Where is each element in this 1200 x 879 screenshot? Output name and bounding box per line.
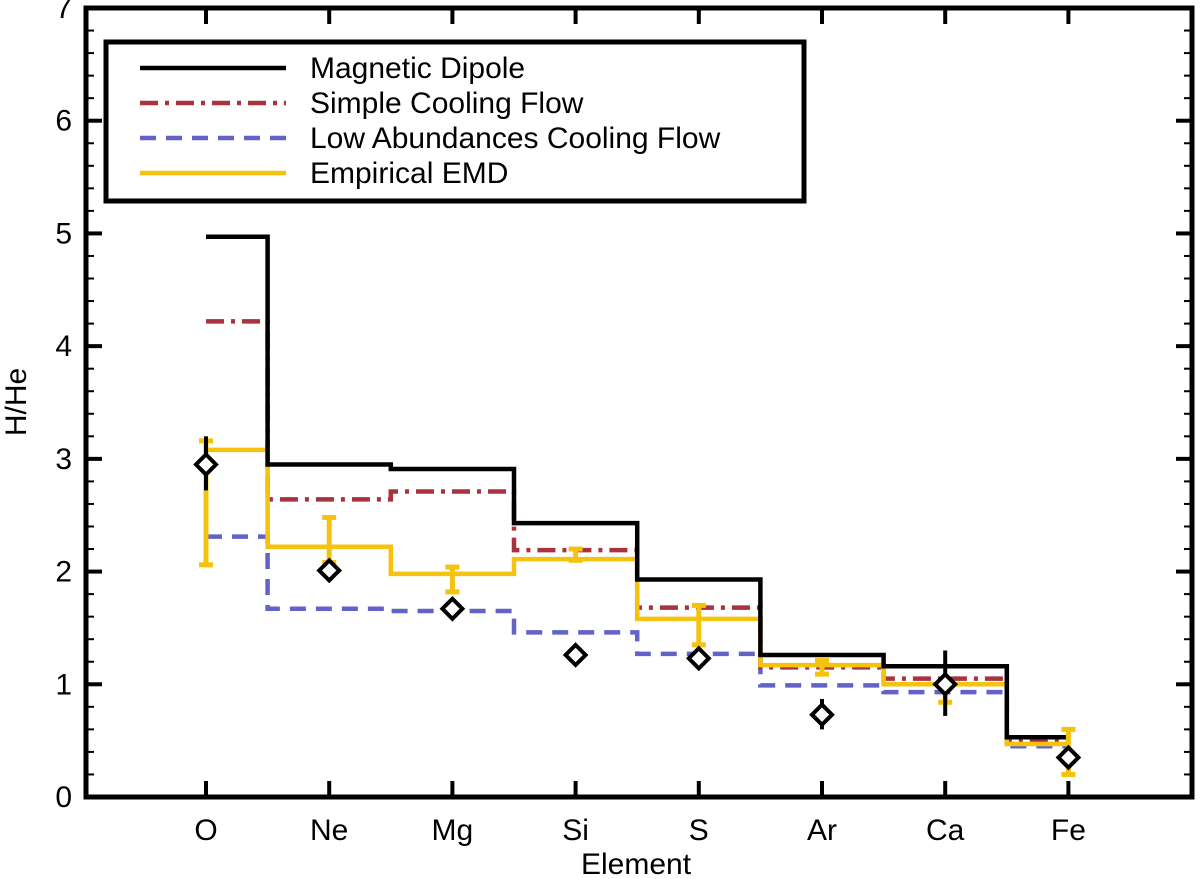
series-line bbox=[206, 234, 1069, 740]
x-tick-label: Mg bbox=[432, 814, 474, 847]
legend-label: Magnetic Dipole bbox=[310, 52, 525, 85]
y-axis-label: H/He bbox=[0, 368, 33, 436]
observed-point bbox=[562, 642, 589, 668]
x-tick-label: Ne bbox=[310, 814, 348, 847]
plot-layer bbox=[193, 234, 1082, 777]
observed-point bbox=[193, 451, 219, 478]
y-tick-label: 2 bbox=[55, 556, 72, 589]
observed-point bbox=[932, 671, 959, 698]
x-tick-label: Ca bbox=[926, 814, 965, 847]
observed-point bbox=[316, 557, 343, 584]
legend-label: Low Abundances Cooling Flow bbox=[310, 122, 721, 155]
legend-label: Empirical EMD bbox=[310, 157, 508, 190]
x-tick-label: Si bbox=[562, 814, 589, 847]
observed-point bbox=[685, 645, 712, 672]
y-tick-label: 0 bbox=[55, 781, 72, 814]
x-tick-label: Fe bbox=[1051, 814, 1086, 847]
x-tick-label: Ar bbox=[807, 814, 837, 847]
observed-point bbox=[809, 701, 835, 728]
legend-label: Simple Cooling Flow bbox=[310, 87, 584, 120]
observed-point bbox=[439, 595, 466, 622]
y-tick-label: 1 bbox=[55, 668, 72, 701]
series-line bbox=[206, 319, 1069, 745]
x-tick-label: S bbox=[689, 814, 709, 847]
y-tick-label: 6 bbox=[55, 105, 72, 138]
y-tick-label: 3 bbox=[55, 443, 72, 476]
y-tick-label: 5 bbox=[55, 217, 72, 250]
ticks-layer: 0 1 2 3 4 5 6 7 O Ne Mg Si S Ar Ca Fe bbox=[55, 0, 1192, 847]
x-axis-label: Element bbox=[581, 848, 692, 879]
plot-frame bbox=[83, 5, 1195, 800]
observed-point bbox=[1055, 744, 1082, 771]
y-tick-label: 4 bbox=[55, 330, 72, 363]
y-tick-label: 7 bbox=[55, 0, 72, 25]
x-tick-label: O bbox=[194, 814, 217, 847]
